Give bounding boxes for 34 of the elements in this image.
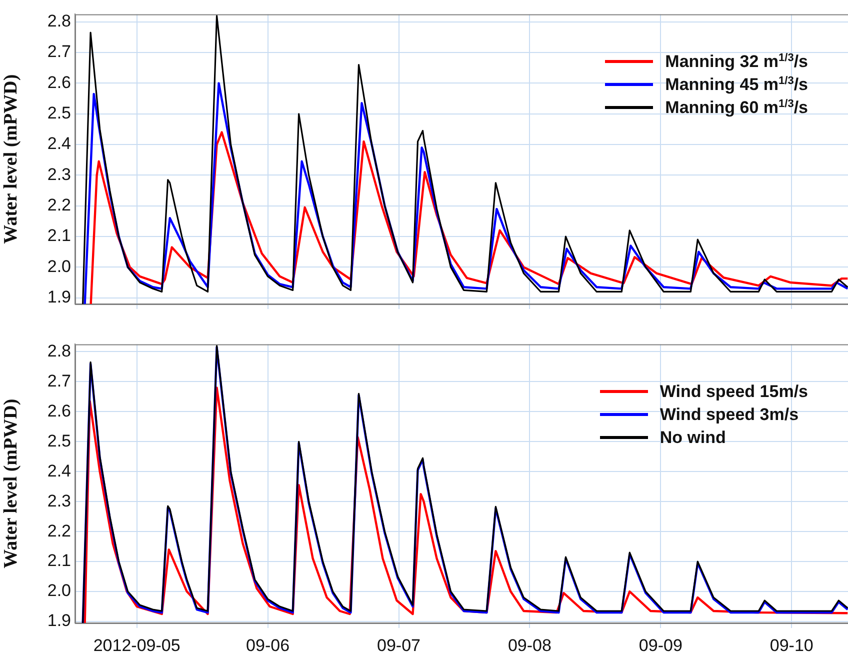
y-tick-label: 2.7 [47,371,71,390]
y-tick-label: 2.8 [47,12,71,31]
y-tick-label: 2.4 [47,134,71,154]
y-tick-label: 2.4 [47,461,71,480]
y-tick-label: 2.2 [47,521,71,540]
y-tick-label: 2.1 [47,226,71,246]
y-tick-label: 1.9 [47,288,71,307]
y-tick-label: 2.2 [47,196,71,215]
x-tick-label: 09-06 [246,636,290,655]
y-axis-title: Water level (mPWD) [0,398,22,568]
x-tick-label: 09-09 [638,636,682,655]
y-tick-label: 2.0 [47,581,71,600]
y-tick-label: 2.5 [47,431,71,450]
y-tick-label: 2.7 [47,42,71,62]
y-tick-label: 2.1 [47,551,71,570]
y-tick-label: 1.9 [47,611,71,630]
legend-label: Manning 32 m$^{1/3}$/s [665,52,808,72]
legend-label: Manning 45 m$^{1/3}$/s [665,74,808,94]
y-tick-label: 2.3 [47,491,71,510]
y-axis-title: Water level (mPWD) [0,74,22,244]
y-tick-label: 2.8 [47,341,71,360]
x-tick-label: 09-10 [770,636,814,655]
y-tick-label: 2.6 [47,401,71,420]
y-tick-label: 2.0 [47,256,71,276]
x-tick-label: 09-07 [377,636,420,655]
legend-label: Wind speed 15m/s [660,382,808,402]
legend-label: No wind [660,428,726,448]
legend-label: Wind speed 3m/s [660,404,799,424]
y-tick-label: 2.5 [47,104,71,123]
legend-label: Manning 60 m$^{1/3}$/s [665,98,808,118]
x-tick-label: 2012-09-05 [93,636,180,655]
y-tick-label: 2.3 [47,164,71,184]
x-tick-label: 09-08 [508,636,552,655]
y-tick-label: 2.6 [47,72,71,92]
